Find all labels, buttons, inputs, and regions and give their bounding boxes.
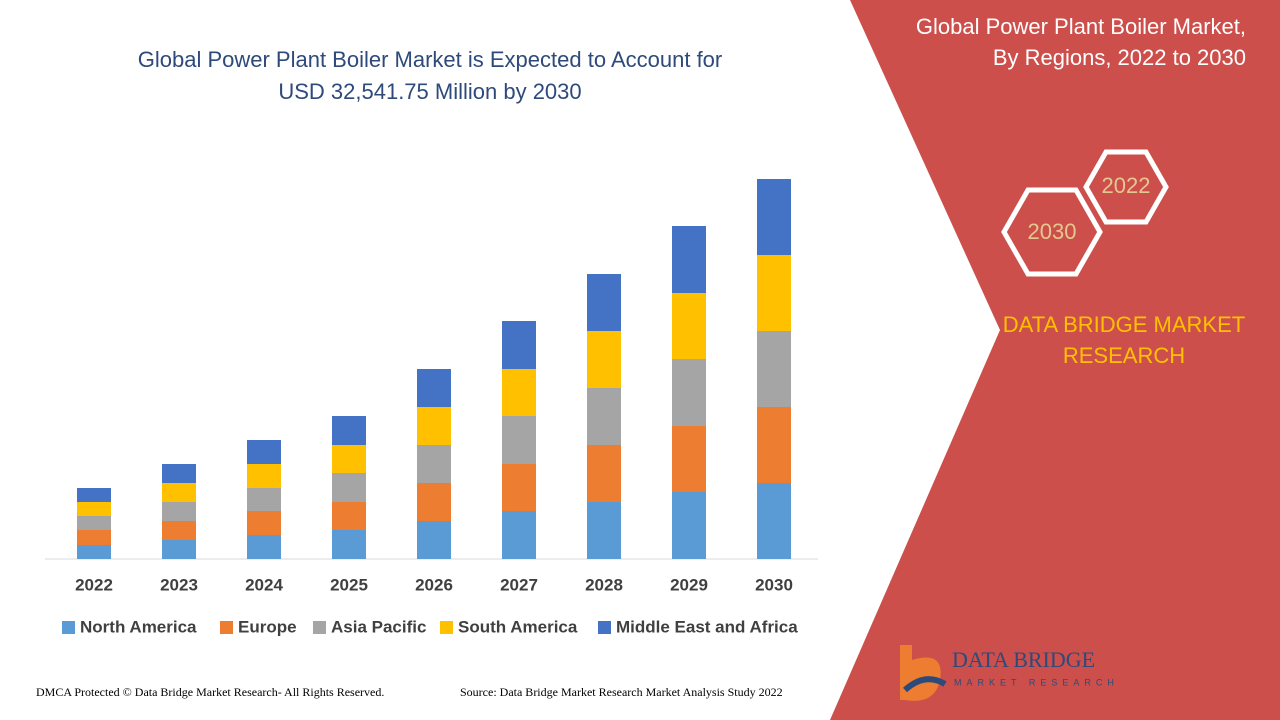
footer-right: Source: Data Bridge Market Research Mark…	[460, 685, 783, 699]
bar-segment	[587, 388, 621, 445]
bar-segment	[502, 511, 536, 559]
bar-segment	[247, 511, 281, 535]
x-tick-label: 2027	[500, 575, 538, 594]
bar-segment	[502, 416, 536, 464]
legend-swatch	[313, 621, 326, 634]
legend-label: Asia Pacific	[331, 617, 426, 636]
bar-segment	[587, 331, 621, 388]
hexagon	[1083, 149, 1169, 225]
logo-subtext: MARKET RESEARCH	[954, 677, 1119, 687]
bar-segment	[417, 483, 451, 521]
x-tick-label: 2028	[585, 575, 623, 594]
bar-segment	[332, 416, 366, 445]
bar-segment	[672, 426, 706, 492]
x-tick-label: 2022	[75, 575, 113, 594]
legend-label: North America	[80, 617, 197, 636]
bar-segment	[587, 445, 621, 502]
bar-segment	[587, 274, 621, 331]
bar-segment	[162, 540, 196, 559]
bar-segment	[757, 407, 791, 483]
panel-title: Global Power Plant Boiler Market,	[916, 14, 1246, 39]
x-tick-label: 2030	[755, 575, 793, 594]
bar-segment	[672, 226, 706, 293]
bar-segment	[77, 502, 111, 516]
legend-swatch	[440, 621, 453, 634]
bar-segment	[77, 530, 111, 545]
footer-left: DMCA Protected © Data Bridge Market Rese…	[36, 685, 384, 699]
bar-segment	[757, 483, 791, 559]
bar-segment	[77, 545, 111, 559]
bar-segment	[502, 464, 536, 511]
chart-title: Global Power Plant Boiler Market is Expe…	[138, 47, 723, 72]
legend-label: South America	[458, 617, 578, 636]
x-tick-label: 2023	[160, 575, 198, 594]
bar-segment	[162, 521, 196, 540]
hex-label: 2030	[1028, 219, 1077, 244]
legend-swatch	[598, 621, 611, 634]
red-panel	[830, 0, 1280, 720]
bar-segment	[757, 331, 791, 407]
logo-icon	[902, 676, 947, 693]
bar-segment	[247, 464, 281, 488]
panel-title: By Regions, 2022 to 2030	[993, 45, 1246, 70]
legend-swatch	[62, 621, 75, 634]
plot: 2022 2023 2024 2025 2026 2027 2028 2029 2030 Nort…	[62, 179, 798, 636]
bar-segment	[162, 464, 196, 483]
bar-segment	[417, 521, 451, 559]
bar-segment	[162, 483, 196, 502]
bar-segment	[77, 516, 111, 530]
bar-segment	[247, 440, 281, 464]
bar-segment	[332, 473, 366, 502]
brand-text: RESEARCH	[1063, 343, 1185, 368]
x-tick-label: 2024	[245, 575, 283, 594]
bar-segment	[332, 530, 366, 559]
bar-segment	[672, 492, 706, 559]
legend-swatch	[220, 621, 233, 634]
chart-title: USD 32,541.75 Million by 2030	[278, 79, 581, 104]
bar-segment	[757, 255, 791, 331]
logo-text: DATA BRIDGE	[952, 647, 1095, 672]
bar-segment	[332, 445, 366, 473]
bar-segment	[502, 369, 536, 416]
bar-segment	[162, 502, 196, 521]
x-tick-label: 2029	[670, 575, 708, 594]
bar-segment	[757, 179, 791, 255]
hex-label: 2022	[1102, 173, 1151, 198]
hexagon	[1001, 187, 1103, 277]
bar-segment	[77, 488, 111, 502]
bar-segment	[672, 293, 706, 359]
brand-text: DATA BRIDGE MARKET	[1003, 312, 1245, 337]
bar-segment	[247, 535, 281, 559]
bar-segment	[332, 502, 366, 530]
x-tick-label: 2025	[330, 575, 368, 594]
bar-segment	[587, 502, 621, 559]
legend-label: Middle East and Africa	[616, 617, 798, 636]
x-tick-label: 2026	[415, 575, 453, 594]
bar-segment	[247, 488, 281, 511]
bar-segment	[672, 359, 706, 426]
bar-segment	[417, 369, 451, 407]
bar-segment	[417, 407, 451, 445]
bar-segment	[502, 321, 536, 369]
bar-segment	[417, 445, 451, 483]
legend-label: Europe	[238, 617, 297, 636]
